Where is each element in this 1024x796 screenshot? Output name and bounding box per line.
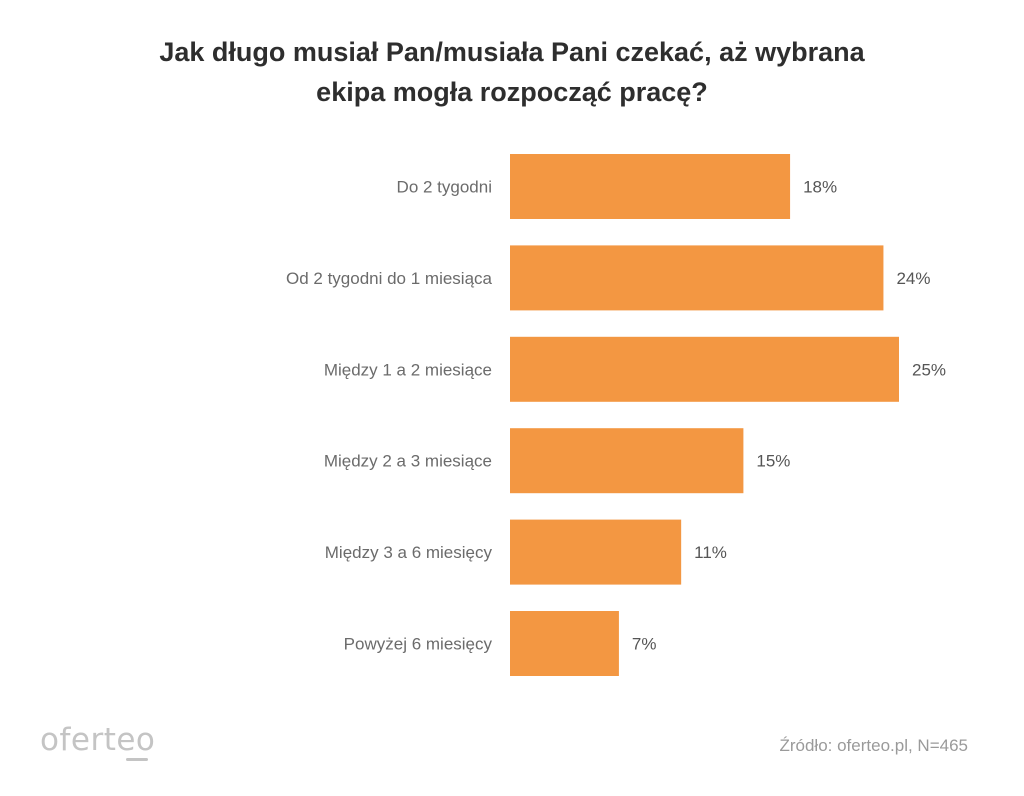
bar-4: [510, 428, 744, 494]
category-label-2: Od 2 tygodni do 1 miesiąca: [286, 269, 493, 288]
value-label-2: 24%: [896, 269, 930, 288]
oferteo-logo: oferteo: [40, 722, 156, 758]
category-label-6: Powyżej 6 miesięcy: [344, 635, 493, 654]
value-label-1: 18%: [803, 178, 837, 197]
bar-1: [510, 154, 791, 219]
bar-2: [510, 245, 884, 311]
category-label-5: Między 3 a 6 miesięcy: [325, 543, 493, 562]
value-label-3: 25%: [912, 360, 946, 379]
logo-underline: [126, 758, 148, 761]
value-label-6: 7%: [632, 635, 657, 654]
chart-title-line-2: ekipa mogła rozpocząć pracę?: [316, 77, 708, 107]
bar-chart: Do 2 tygodni 18% Od 2 tygodni do 1 miesiąc…: [286, 154, 946, 676]
value-label-5: 11%: [694, 543, 727, 562]
category-label-4: Między 2 a 3 miesiące: [324, 452, 492, 471]
value-label-4: 15%: [756, 452, 790, 471]
chart-title: Jak długo musiał Pan/musiała Pani czekać…: [0, 32, 1024, 112]
source-note: Źródło: oferteo.pl, N=465: [779, 736, 968, 755]
category-label-3: Między 1 a 2 miesiące: [324, 360, 492, 379]
category-label-1: Do 2 tygodni: [397, 178, 492, 197]
chart-title-line-1: Jak długo musiał Pan/musiała Pani czekać…: [159, 37, 865, 67]
bar-5: [510, 519, 682, 585]
bar-6: [510, 611, 619, 676]
bar-3: [510, 336, 899, 402]
